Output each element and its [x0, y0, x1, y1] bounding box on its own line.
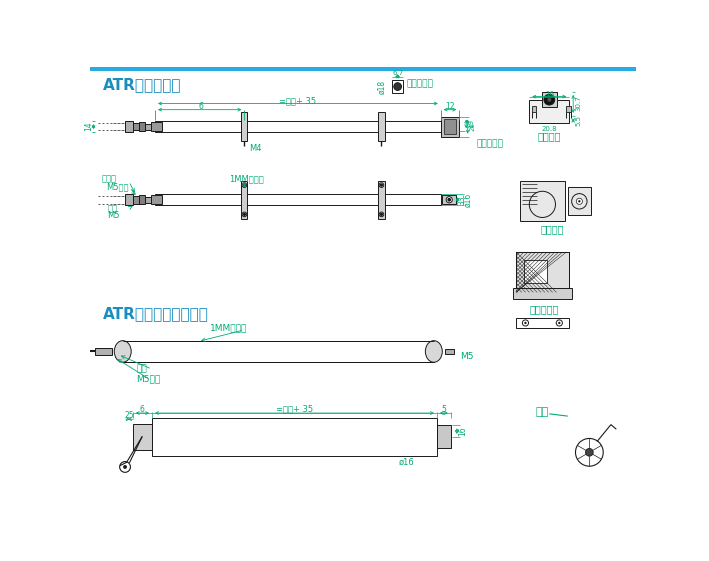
Bar: [125, 194, 133, 205]
Bar: [125, 121, 133, 132]
Bar: [524, 260, 547, 283]
Text: 20.8: 20.8: [542, 126, 557, 132]
Circle shape: [123, 465, 127, 469]
Bar: [513, 288, 571, 299]
Text: 1MM胶垫片: 1MM胶垫片: [210, 323, 247, 332]
Text: 五金支架: 五金支架: [537, 132, 561, 141]
Bar: [530, 100, 569, 123]
Circle shape: [544, 94, 554, 105]
Bar: [379, 181, 384, 219]
Bar: [520, 181, 564, 222]
Text: 16: 16: [545, 91, 554, 97]
Text: 19: 19: [468, 119, 474, 128]
Circle shape: [243, 214, 245, 215]
Circle shape: [547, 98, 552, 102]
Text: M4: M4: [249, 144, 262, 154]
Bar: [139, 122, 145, 131]
Text: 33: 33: [458, 195, 467, 205]
Bar: [516, 318, 569, 328]
Text: 弹介: 弹介: [137, 365, 147, 374]
Text: 6.7: 6.7: [392, 71, 403, 76]
Text: 6: 6: [140, 406, 145, 415]
Text: 6: 6: [198, 102, 203, 111]
Ellipse shape: [425, 341, 442, 362]
Bar: [241, 181, 247, 219]
Text: 平垫片: 平垫片: [102, 174, 117, 183]
Bar: [152, 418, 437, 456]
Bar: [133, 196, 139, 204]
Text: 1MM胶垫片: 1MM胶垫片: [229, 174, 264, 183]
Text: ATR改装型安装尺寸图: ATR改装型安装尺寸图: [103, 306, 208, 321]
Text: 5.5: 5.5: [576, 115, 581, 126]
Circle shape: [579, 200, 581, 203]
Bar: [442, 195, 456, 204]
Circle shape: [576, 198, 582, 204]
Text: M5: M5: [107, 211, 120, 220]
Bar: [392, 80, 403, 93]
Text: M5螺母: M5螺母: [137, 374, 161, 383]
Text: ø18: ø18: [378, 80, 387, 94]
Circle shape: [557, 320, 562, 326]
Text: 铝合金支架: 铝合金支架: [529, 304, 559, 314]
Text: 5: 5: [442, 406, 446, 415]
Bar: [241, 112, 247, 141]
Text: ø16: ø16: [398, 458, 414, 467]
Text: （侧出线）: （侧出线）: [476, 139, 503, 148]
Circle shape: [381, 184, 382, 186]
Bar: [437, 425, 451, 448]
Text: 26: 26: [469, 122, 475, 131]
Bar: [133, 424, 152, 450]
Bar: [441, 117, 459, 137]
Text: ATR安装尺寸图: ATR安装尺寸图: [103, 77, 182, 92]
Text: 12: 12: [445, 102, 454, 111]
Text: 25: 25: [124, 411, 134, 420]
Bar: [139, 195, 145, 204]
Bar: [133, 123, 139, 131]
Circle shape: [242, 212, 247, 217]
Circle shape: [379, 183, 384, 187]
Circle shape: [393, 82, 401, 90]
Text: （直出线）: （直出线）: [406, 80, 433, 89]
Bar: [532, 106, 536, 112]
Text: 16: 16: [458, 426, 467, 435]
Circle shape: [446, 197, 452, 203]
Text: 弹介: 弹介: [107, 205, 117, 214]
Circle shape: [586, 448, 593, 456]
Bar: [151, 122, 162, 131]
Bar: [151, 195, 162, 204]
Bar: [445, 349, 454, 354]
Text: 塑胶支架: 塑胶支架: [541, 224, 564, 234]
Bar: [516, 252, 569, 292]
Bar: [145, 197, 151, 203]
Text: 14: 14: [84, 122, 94, 131]
Bar: [568, 187, 591, 215]
Bar: [444, 119, 456, 134]
Bar: [123, 341, 434, 362]
Text: 电线: 电线: [535, 407, 549, 417]
Circle shape: [558, 322, 561, 324]
Circle shape: [243, 184, 245, 186]
Bar: [145, 123, 151, 130]
Circle shape: [381, 214, 382, 215]
Bar: [155, 121, 441, 132]
Bar: [542, 92, 557, 107]
Ellipse shape: [114, 341, 131, 362]
Circle shape: [242, 183, 247, 187]
Circle shape: [523, 320, 528, 326]
Bar: [516, 252, 569, 292]
Circle shape: [524, 322, 527, 324]
Circle shape: [448, 199, 450, 201]
Text: =型号+ 35: =型号+ 35: [276, 404, 313, 413]
Bar: [566, 106, 571, 112]
Bar: [95, 348, 112, 355]
Text: 30.7: 30.7: [576, 95, 581, 112]
Text: M5: M5: [460, 352, 474, 361]
Text: ø16: ø16: [464, 192, 473, 207]
Bar: [379, 112, 384, 141]
Bar: [155, 194, 441, 205]
Text: M5螺母: M5螺母: [106, 182, 128, 191]
Circle shape: [379, 212, 384, 217]
Text: =型号+ 35: =型号+ 35: [279, 96, 316, 105]
